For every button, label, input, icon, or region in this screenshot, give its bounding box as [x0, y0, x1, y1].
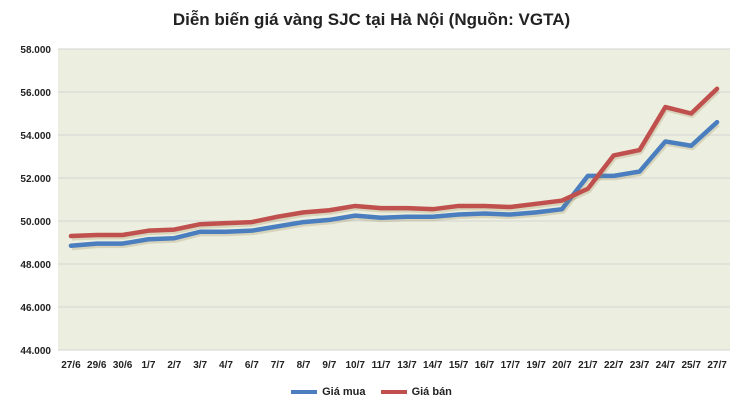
legend-label: Giá bán [411, 386, 452, 398]
x-tick-label: 24/7 [656, 360, 676, 371]
series-line-sell [68, 86, 720, 239]
x-tick-label: 15/7 [449, 360, 469, 371]
x-tick-label: 9/7 [322, 360, 336, 371]
series-line-buy [68, 119, 720, 248]
x-tick-label: 27/6 [61, 360, 81, 371]
x-tick-label: 16/7 [475, 360, 495, 371]
legend-label: Giá mua [322, 386, 366, 398]
x-tick-label: 20/7 [552, 360, 572, 371]
y-tick-label: 54.000 [20, 131, 51, 142]
plot-area [58, 49, 730, 350]
x-tick-label: 7/7 [271, 360, 285, 371]
x-tick-label: 4/7 [219, 360, 233, 371]
x-tick-label: 10/7 [345, 360, 365, 371]
x-tick-label: 25/7 [681, 360, 701, 371]
y-tick-label: 56.000 [20, 88, 51, 99]
legend-swatch [380, 390, 407, 394]
x-tick-label: 29/6 [87, 360, 107, 371]
x-tick-label: 1/7 [142, 360, 156, 371]
y-tick-label: 44.000 [20, 346, 51, 357]
x-tick-label: 3/7 [193, 360, 207, 371]
legend-item-buy: Giá mua [291, 386, 366, 398]
x-tick-label: 13/7 [397, 360, 417, 371]
x-tick-label: 19/7 [526, 360, 546, 371]
y-tick-label: 48.000 [20, 260, 51, 271]
chart-title: Diễn biến giá vàng SJC tại Hà Nội (Nguồn… [172, 10, 571, 29]
legend-swatch [291, 390, 318, 394]
x-tick-label: 30/6 [113, 360, 133, 371]
x-tick-label: 23/7 [630, 360, 650, 371]
y-tick-label: 52.000 [20, 174, 51, 185]
y-tick-label: 58.000 [20, 45, 51, 56]
x-tick-label: 11/7 [372, 360, 391, 371]
x-tick-label: 27/7 [707, 360, 727, 371]
y-tick-label: 46.000 [20, 303, 51, 314]
x-tick-label: 17/7 [501, 360, 521, 371]
x-tick-label: 6/7 [245, 360, 259, 371]
y-tick-label: 50.000 [20, 217, 51, 228]
x-tick-label: 2/7 [167, 360, 181, 371]
legend: Giá mua Giá bán [0, 385, 743, 398]
x-tick-label: 14/7 [423, 360, 443, 371]
legend-item-sell: Giá bán [380, 386, 452, 398]
x-tick-label: 21/7 [578, 360, 598, 371]
x-tick-label: 8/7 [297, 360, 311, 371]
x-tick-label: 22/7 [604, 360, 624, 371]
